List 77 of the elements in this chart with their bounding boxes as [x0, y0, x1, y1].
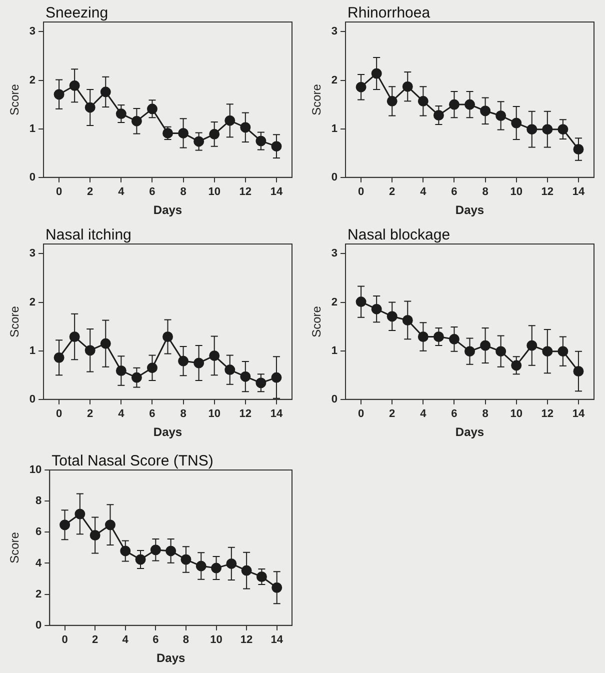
y-tick-label: 8 — [36, 495, 42, 508]
x-axis-title: Days — [455, 425, 484, 440]
chart-title: Nasal blockage — [348, 226, 450, 244]
y-tick-label: 2 — [29, 74, 36, 86]
x-tick-label: 8 — [482, 408, 488, 420]
x-tick-label: 14 — [270, 408, 284, 420]
x-tick-label: 10 — [510, 186, 522, 198]
x-tick-label: 2 — [87, 408, 94, 420]
x-tick-label: 12 — [240, 634, 253, 646]
x-tick-label: 4 — [118, 408, 126, 420]
x-tick-label: 2 — [92, 634, 98, 646]
y-tick-label: 10 — [29, 464, 42, 476]
x-tick-label: 8 — [180, 186, 186, 198]
x-tick-label: 0 — [56, 186, 62, 198]
x-tick-label: 12 — [239, 186, 252, 198]
x-tick-label: 4 — [420, 186, 428, 198]
y-tick-label: 2 — [331, 74, 338, 86]
y-tick-label: 1 — [29, 344, 36, 357]
x-axis-title: Days — [153, 425, 182, 440]
x-tick-label: 12 — [541, 186, 554, 198]
y-tick-label: 2 — [36, 588, 42, 600]
x-tick-label: 0 — [358, 408, 364, 420]
x-tick-label: 10 — [210, 634, 222, 646]
y-tick-label: 4 — [36, 557, 43, 570]
x-tick-label: 6 — [451, 408, 458, 420]
y-axis-title: Score — [8, 84, 22, 116]
x-tick-label: 8 — [180, 408, 186, 420]
y-tick-label: 3 — [331, 26, 338, 38]
x-tick-label: 6 — [451, 186, 458, 198]
x-axis-title: Days — [153, 203, 182, 218]
x-tick-label: 12 — [541, 408, 554, 420]
x-tick-label: 14 — [572, 186, 586, 198]
y-tick-label: 6 — [36, 526, 42, 538]
x-tick-label: 2 — [87, 186, 94, 198]
chart-title: Nasal itching — [46, 226, 132, 244]
x-tick-label: 14 — [270, 186, 284, 198]
y-tick-label: 0 — [331, 171, 338, 184]
x-tick-label: 10 — [208, 186, 220, 198]
chart-title: Rhinorrhoea — [348, 4, 431, 22]
y-tick-label: 3 — [331, 248, 338, 260]
y-tick-label: 0 — [36, 619, 42, 632]
x-tick-label: 6 — [149, 408, 156, 420]
x-tick-label: 12 — [239, 408, 252, 420]
y-tick-label: 1 — [331, 122, 338, 135]
x-tick-label: 0 — [62, 634, 68, 646]
x-axis-title: Days — [156, 651, 186, 666]
x-axis-title: Days — [455, 203, 484, 218]
y-axis-title: Score — [310, 84, 324, 116]
chart-title: Total Nasal Score (TNS) — [52, 452, 214, 470]
y-tick-label: 2 — [29, 296, 36, 308]
y-tick-label: 0 — [29, 171, 36, 184]
y-axis-title: Score — [310, 306, 324, 338]
x-tick-label: 4 — [118, 186, 126, 198]
x-tick-label: 6 — [152, 634, 159, 646]
y-tick-label: 3 — [29, 26, 36, 38]
x-tick-label: 4 — [122, 634, 130, 646]
x-tick-label: 10 — [208, 408, 220, 420]
y-tick-label: 0 — [29, 393, 36, 406]
x-tick-label: 8 — [482, 186, 488, 198]
x-tick-label: 10 — [510, 408, 522, 420]
x-tick-label: 2 — [389, 408, 396, 420]
x-tick-label: 8 — [182, 634, 190, 646]
x-tick-label: 0 — [358, 186, 364, 198]
x-tick-label: 6 — [149, 186, 156, 198]
x-tick-label: 0 — [56, 408, 62, 420]
y-tick-label: 2 — [331, 296, 338, 308]
y-tick-label: 1 — [331, 344, 338, 357]
y-axis-title: Score — [8, 306, 22, 338]
x-tick-label: 2 — [389, 186, 396, 198]
chart-title: Sneezing — [46, 4, 108, 22]
x-tick-label: 14 — [572, 408, 586, 420]
y-tick-label: 3 — [29, 248, 36, 260]
x-tick-label: 4 — [420, 408, 428, 420]
x-tick-label: 14 — [270, 634, 284, 646]
y-tick-label: 1 — [29, 122, 36, 135]
y-axis-title: Score — [8, 532, 22, 564]
y-tick-label: 0 — [331, 393, 338, 406]
